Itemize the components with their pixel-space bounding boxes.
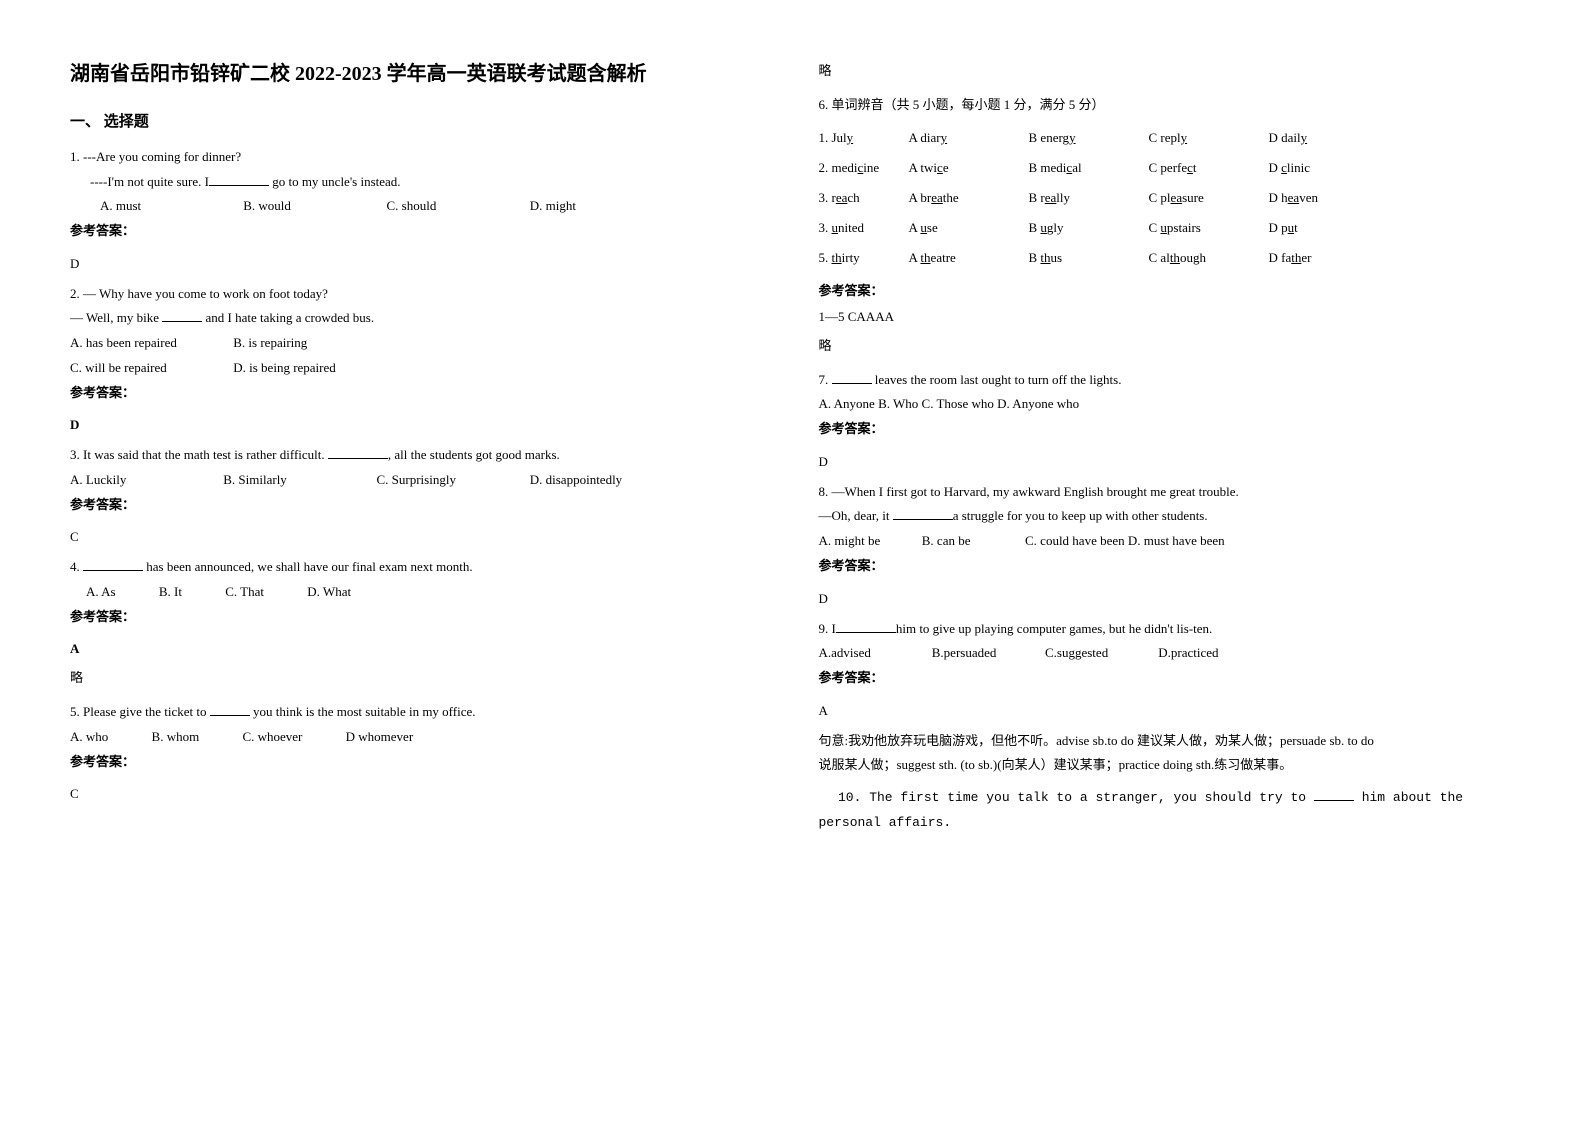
table-cell: A diary bbox=[909, 130, 1029, 146]
table-cell: C although bbox=[1149, 250, 1269, 266]
right-column: 略 6. 单词辨音（共 5 小题，每小题 1 分，满分 5 分） 1. July… bbox=[819, 60, 1518, 847]
section-1-header: 一、 选择题 bbox=[70, 110, 769, 131]
q6-omit: 略 bbox=[819, 335, 1518, 354]
answer-label: 参考答案： bbox=[819, 417, 1518, 442]
question-7: 7. leaves the room last ought to turn of… bbox=[819, 368, 1518, 442]
blank bbox=[893, 519, 953, 520]
blank bbox=[162, 321, 202, 322]
answer-label: 参考答案： bbox=[70, 381, 769, 406]
q3-answer: C bbox=[70, 529, 769, 545]
question-6-header: 6. 单词辨音（共 5 小题，每小题 1 分，满分 5 分） bbox=[819, 93, 1518, 118]
q7-line1: 7. leaves the room last ought to turn of… bbox=[819, 368, 1518, 393]
question-1: 1. ---Are you coming for dinner? ----I'm… bbox=[70, 145, 769, 244]
table-cell: B thus bbox=[1029, 250, 1149, 266]
q5-options: A. who B. whom C. whoever D whomever bbox=[70, 725, 769, 750]
answer-label: 参考答案： bbox=[70, 605, 769, 630]
table-cell: B energy bbox=[1029, 130, 1149, 146]
table-cell: B ugly bbox=[1029, 220, 1149, 236]
q2-line2: — Well, my bike and I hate taking a crow… bbox=[70, 306, 769, 331]
question-3: 3. It was said that the math test is rat… bbox=[70, 443, 769, 517]
blank bbox=[83, 570, 143, 571]
question-5: 5. Please give the ticket to you think i… bbox=[70, 700, 769, 774]
blank bbox=[328, 458, 388, 459]
question-8: 8. —When I first got to Harvard, my awkw… bbox=[819, 480, 1518, 579]
table-cell: C perfect bbox=[1149, 160, 1269, 176]
q1-line2: ----I'm not quite sure. I go to my uncle… bbox=[70, 170, 769, 195]
q3-line1: 3. It was said that the math test is rat… bbox=[70, 443, 769, 468]
blank bbox=[1314, 800, 1354, 801]
left-column: 湖南省岳阳市铅锌矿二校 2022-2023 学年高一英语联考试题含解析 一、 选… bbox=[70, 60, 769, 847]
table-cell: B really bbox=[1029, 190, 1149, 206]
q4-line1: 4. has been announced, we shall have our… bbox=[70, 555, 769, 580]
answer-label: 参考答案： bbox=[70, 750, 769, 775]
q1-answer: D bbox=[70, 256, 769, 272]
question-9: 9. Ihim to give up playing computer game… bbox=[819, 617, 1518, 691]
table-cell: 5. thirty bbox=[819, 250, 909, 266]
q8-line1: 8. —When I first got to Harvard, my awkw… bbox=[819, 480, 1518, 505]
blank bbox=[832, 383, 872, 384]
q8-options: A. might be B. can be C. could have been… bbox=[819, 529, 1518, 554]
q5-answer: C bbox=[70, 786, 769, 802]
q8-line2: —Oh, dear, it a struggle for you to keep… bbox=[819, 504, 1518, 529]
table-cell: C pleasure bbox=[1149, 190, 1269, 206]
q2-line1: 2. — Why have you come to work on foot t… bbox=[70, 282, 769, 307]
document-title: 湖南省岳阳市铅锌矿二校 2022-2023 学年高一英语联考试题含解析 bbox=[70, 60, 769, 88]
q5-line1: 5. Please give the ticket to you think i… bbox=[70, 700, 769, 725]
answer-label: 参考答案： bbox=[70, 219, 769, 244]
answer-label: 参考答案： bbox=[819, 554, 1518, 579]
table-cell: A breathe bbox=[909, 190, 1029, 206]
q4-options: A. As B. It C. That D. What bbox=[70, 580, 769, 605]
q7-answer: D bbox=[819, 454, 1518, 470]
blank bbox=[209, 185, 269, 186]
table-cell: A use bbox=[909, 220, 1029, 236]
q5-omit: 略 bbox=[819, 60, 1518, 79]
table-cell: 3. united bbox=[819, 220, 909, 236]
table-cell: A theatre bbox=[909, 250, 1029, 266]
q6-answer: 1—5 CAAAA bbox=[819, 309, 1518, 325]
q9-explain2: 说服某人做；suggest sth. (to sb.)(向某人）建议某事；pra… bbox=[819, 753, 1518, 778]
table-cell: C reply bbox=[1149, 130, 1269, 146]
q2-options-row1: A. has been repaired B. is repairing bbox=[70, 331, 769, 356]
q9-explain1: 句意:我劝他放弃玩电脑游戏，但他不听。advise sb.to do 建议某人做… bbox=[819, 729, 1518, 754]
q4-omit: 略 bbox=[70, 667, 769, 686]
q9-options: A.advised B.persuaded C.suggested D.prac… bbox=[819, 641, 1518, 666]
table-cell: B medical bbox=[1029, 160, 1149, 176]
table-cell: C upstairs bbox=[1149, 220, 1269, 236]
q4-answer: A bbox=[70, 641, 769, 657]
q9-line1: 9. Ihim to give up playing computer game… bbox=[819, 617, 1518, 642]
q1-options: A. must B. would C. should D. might bbox=[70, 194, 769, 219]
table-cell: D daily bbox=[1269, 130, 1369, 146]
question-4: 4. has been announced, we shall have our… bbox=[70, 555, 769, 629]
question-2: 2. — Why have you come to work on foot t… bbox=[70, 282, 769, 405]
q9-answer: A bbox=[819, 703, 1518, 719]
table-cell: 1. July bbox=[819, 130, 909, 146]
q8-answer: D bbox=[819, 591, 1518, 607]
q2-options-row2: C. will be repaired D. is being repaired bbox=[70, 356, 769, 381]
q1-line1: 1. ---Are you coming for dinner? bbox=[70, 145, 769, 170]
blank bbox=[836, 632, 896, 633]
pronunciation-table: 1. JulyA diaryB energyC replyD daily 2. m… bbox=[819, 130, 1518, 266]
table-cell: D father bbox=[1269, 250, 1369, 266]
blank bbox=[210, 715, 250, 716]
table-cell: 2. medicine bbox=[819, 160, 909, 176]
q3-options: A. Luckily B. Similarly C. Surprisingly … bbox=[70, 468, 769, 493]
answer-label: 参考答案： bbox=[70, 493, 769, 518]
table-cell: D heaven bbox=[1269, 190, 1369, 206]
table-cell: D put bbox=[1269, 220, 1369, 236]
q7-options: A. Anyone B. Who C. Those who D. Anyone … bbox=[819, 392, 1518, 417]
table-cell: A twice bbox=[909, 160, 1029, 176]
q2-answer: D bbox=[70, 417, 769, 433]
answer-label: 参考答案： bbox=[819, 666, 1518, 691]
question-10: 10. The first time you talk to a strange… bbox=[819, 786, 1518, 835]
table-cell: D clinic bbox=[1269, 160, 1369, 176]
answer-label: 参考答案： bbox=[819, 280, 1518, 299]
table-cell: 3. reach bbox=[819, 190, 909, 206]
